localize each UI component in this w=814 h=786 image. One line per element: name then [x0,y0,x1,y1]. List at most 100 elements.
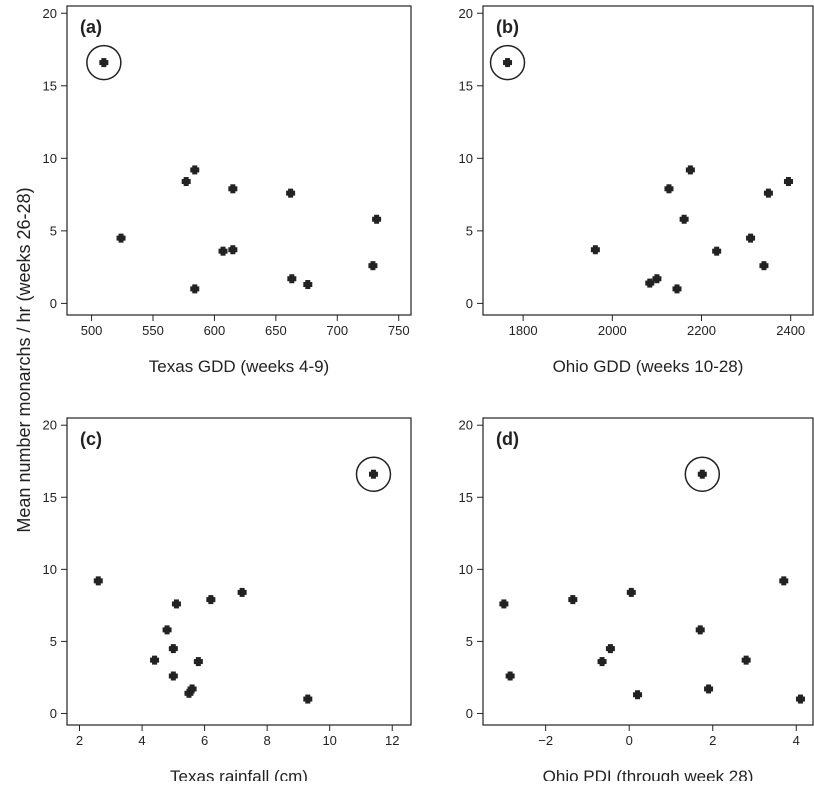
x-tick-label: 12 [385,733,399,748]
data-point-cross [501,599,507,609]
x-tick-label: 2200 [687,323,716,338]
x-axis-label: Texas rainfall (cm) [170,767,308,781]
data-point-cross [220,246,226,256]
data-point-cross [189,684,195,694]
data-point-cross [706,684,712,694]
outlier-circle [684,456,721,492]
x-tick-label: 650 [265,323,287,338]
y-tick-label: 15 [459,78,473,93]
data-point-cross [570,595,576,605]
x-tick-label: 0 [626,733,633,748]
y-tick-label: 5 [50,223,57,238]
x-tick-label: 750 [388,323,410,338]
y-tick-label: 10 [459,151,473,166]
data-point-cross [505,58,511,68]
x-tick-label: 550 [142,323,164,338]
data-point-cross [599,657,605,667]
data-point-cross [239,587,245,597]
data-point-cross [183,177,189,187]
data-point-cross [674,284,680,294]
data-point-cross [192,165,198,175]
y-tick-label: 20 [459,6,473,21]
x-tick-label: 8 [264,733,271,748]
data-point-cross [289,274,295,284]
x-tick-label: 4 [793,733,800,748]
outlier-circle [355,456,392,492]
x-tick-label: 2000 [598,323,627,338]
data-point-cross [192,284,198,294]
panel-c: 2 4 6 8 10 12 0 5 10 15 20 Texas rainfall (cm) (c) [43,417,412,786]
data-point-cross [687,165,693,175]
panel-d: −2 0 2 4 0 5 10 15 20 Ohio PDI (through week 28) (… [459,417,814,786]
data-point-cross [761,261,767,271]
x-tick-label: 2400 [776,323,805,338]
panel-label: (b) [496,17,519,37]
data-point-cross [152,655,158,665]
data-point-cross [101,58,107,68]
data-point-cross [305,280,311,290]
data-point-cross [647,278,653,288]
data-point-cross [654,274,660,284]
x-axis-label: Texas GDD (weeks 4-9) [149,357,329,376]
data-point-cross [164,625,170,635]
data-point-cross [374,214,380,224]
x-axis-label: Ohio PDI (through week 28) [543,767,754,781]
panel-label: (a) [80,17,102,37]
data-point-cross [186,688,192,698]
data-point-cross [697,625,703,635]
y-tick-label: 5 [466,634,473,649]
data-point-cross [370,261,376,271]
panel-b: 1800 2000 2200 2400 0 5 10 15 20 Ohio GDD (weeks … [459,5,814,376]
y-tick-label: 15 [43,78,57,93]
data-point-cross [628,587,634,597]
data-point-cross [743,655,749,665]
data-point-cross [635,690,641,700]
data-point-cross [797,694,803,704]
data-point-cross [230,184,236,194]
data-point-cross [118,233,124,243]
x-tick-label: 10 [322,733,336,748]
y-tick-label: 0 [50,706,57,721]
y-tick-label: 20 [43,418,57,433]
data-point-cross [507,671,513,681]
x-axis-label: Ohio GDD (weeks 10-28) [553,357,744,376]
data-point-cross [592,245,598,255]
data-point-cross [370,469,376,479]
data-point-cross [208,595,214,605]
data-point-cross [305,694,311,704]
plot-frame [66,417,412,726]
x-tick-label: −2 [538,733,553,748]
x-tick-label: 700 [326,323,348,338]
data-point-cross [230,245,236,255]
plot-frame [482,417,814,726]
data-point-cross [607,644,613,654]
y-tick-label: 5 [466,223,473,238]
y-tick-label: 15 [459,490,473,505]
data-point-cross [288,188,294,198]
x-tick-label: 2 [709,733,716,748]
plot-frame [482,5,814,316]
data-point-cross [714,246,720,256]
data-point-cross [170,671,176,681]
data-point-cross [666,184,672,194]
x-tick-label: 1800 [509,323,538,338]
panel-label: (d) [496,429,519,449]
outlier-circle [489,44,526,81]
x-tick-label: 6 [201,733,208,748]
data-point-cross [681,214,687,224]
x-tick-label: 600 [204,323,226,338]
x-tick-label: 2 [76,733,83,748]
data-point-cross [781,576,787,586]
data-point-cross [173,599,179,609]
data-point-cross [95,576,101,586]
y-tick-label: 10 [459,562,473,577]
panel-a: 500 550 600 650 700 750 0 5 10 15 20 Texas GDD (wee… [43,5,412,376]
data-point-cross [195,657,201,667]
y-tick-label: 20 [459,418,473,433]
y-tick-label: 15 [43,490,57,505]
x-tick-label: 4 [138,733,145,748]
y-tick-label: 0 [50,296,57,311]
x-tick-label: 500 [81,323,103,338]
